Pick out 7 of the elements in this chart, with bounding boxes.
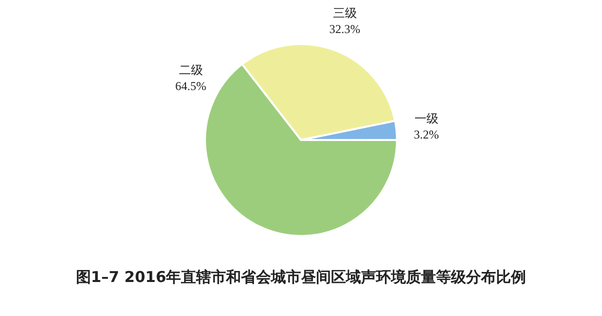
- data-label: 3.2%: [414, 128, 439, 142]
- text: 图1–7 2016年直辖市和省会城市昼间区域声环境质量等级分布比例: [74, 268, 528, 287]
- slice-label: 二级: [178, 63, 203, 78]
- data-label: 64.5%: [175, 79, 206, 94]
- slice-label: 一级: [414, 111, 438, 126]
- slice-label: 三级: [332, 6, 357, 20]
- data-label: 32.3%: [329, 22, 360, 36]
